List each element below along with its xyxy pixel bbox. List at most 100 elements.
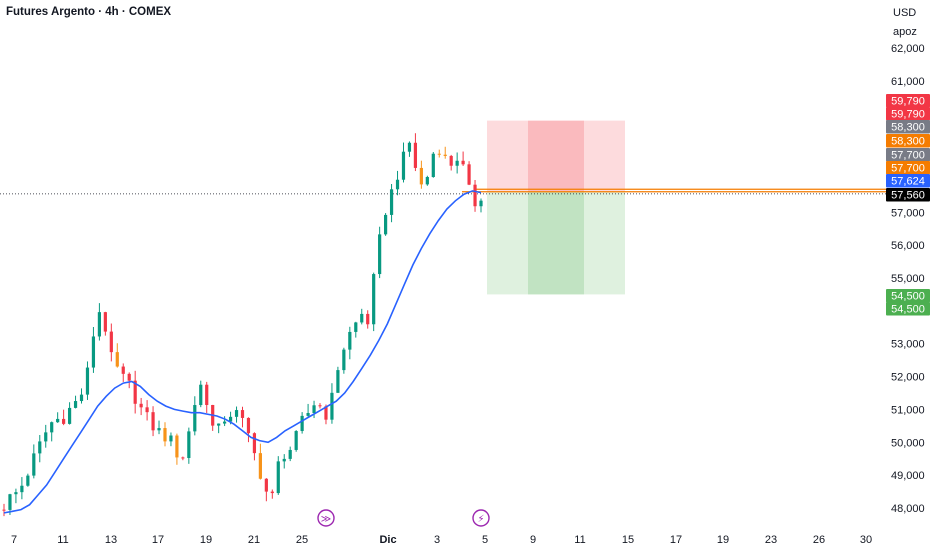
candle-body	[437, 153, 441, 155]
candle	[103, 311, 107, 336]
candle-body	[56, 418, 60, 423]
candle	[401, 142, 406, 183]
price-badge: 59,790	[886, 107, 930, 121]
x-axis: 7 11 13 17 19 21 25 Dic 3 5 9 11 15 17 19 23 26 30	[11, 534, 872, 546]
candle-body	[205, 384, 209, 405]
candle-body	[32, 453, 36, 476]
candle	[449, 154, 453, 171]
price-badge: 57,560	[886, 188, 930, 202]
candle	[67, 402, 72, 425]
candle-body	[312, 405, 316, 414]
x-tick-label: 17	[670, 534, 682, 546]
svg-text:57,700: 57,700	[891, 150, 925, 162]
candle-body	[401, 151, 406, 180]
candle	[133, 370, 137, 414]
candle-body	[181, 457, 185, 459]
candle	[169, 432, 173, 447]
stop-loss-zone-highlight	[528, 120, 584, 192]
svg-text:⚡: ⚡	[477, 514, 484, 525]
candle-body	[67, 407, 72, 424]
candle-body	[199, 384, 203, 406]
candle-body	[127, 373, 131, 381]
x-tick-label: Dic	[379, 534, 396, 546]
candle	[318, 403, 322, 409]
candle-body	[79, 394, 84, 402]
candle	[115, 343, 119, 368]
candle-body	[163, 428, 167, 442]
svg-text:57,560: 57,560	[891, 190, 925, 202]
candle-body	[479, 200, 483, 207]
candle	[157, 420, 161, 435]
x-tick-label: 5	[482, 534, 488, 546]
candle-body	[240, 410, 245, 418]
forward-icon[interactable]: ≫	[317, 509, 335, 527]
candle-body	[360, 313, 364, 323]
y-tick-label: 53,000	[891, 339, 925, 351]
price-badge: 58,300	[886, 134, 930, 148]
candles	[2, 133, 483, 517]
candle	[354, 321, 358, 338]
candle-body	[389, 189, 394, 215]
svg-text:58,300: 58,300	[891, 136, 925, 148]
candle	[473, 180, 477, 212]
svg-text:59,790: 59,790	[891, 109, 925, 121]
x-tick-label: 11	[574, 534, 585, 546]
x-tick-label: 25	[296, 534, 308, 546]
candle-body	[342, 349, 346, 371]
stop-loss-zone[interactable]	[487, 120, 625, 192]
svg-text:58,300: 58,300	[891, 122, 925, 134]
candle-body	[407, 142, 412, 152]
candle	[44, 424, 48, 448]
candle-body	[139, 403, 143, 408]
take-profit-zone[interactable]	[487, 191, 625, 295]
candle-body	[234, 410, 239, 417]
candle-body	[157, 428, 161, 431]
candle-body	[217, 423, 221, 426]
y-tick-label: 57,000	[891, 207, 925, 219]
candle-body	[282, 458, 286, 462]
candle-body	[395, 179, 400, 190]
candle	[395, 170, 400, 196]
candle	[175, 433, 179, 465]
candle-body	[419, 167, 423, 185]
candle	[360, 308, 364, 325]
candle	[211, 404, 215, 431]
candle	[205, 381, 209, 413]
candle	[252, 432, 257, 461]
candle	[479, 198, 483, 213]
lightning-icon[interactable]: ⚡	[472, 509, 490, 527]
candle-body	[318, 405, 322, 407]
moving-average-line	[3, 190, 482, 514]
candle	[199, 380, 203, 408]
position-zones	[487, 120, 625, 295]
candle	[342, 347, 346, 374]
price-badge: 57,624	[886, 174, 930, 188]
candle	[282, 454, 286, 469]
candle	[413, 133, 418, 172]
y-tick-label: 61,000	[891, 76, 925, 88]
candle	[431, 152, 435, 178]
y-tick-label: 48,000	[891, 503, 925, 515]
candle-body	[228, 416, 233, 422]
candle	[145, 400, 149, 421]
y-tick-label: 50,000	[891, 437, 925, 449]
candle-body	[73, 401, 78, 408]
candle	[378, 226, 382, 279]
candle-body	[103, 312, 107, 332]
y-tick-label: 55,000	[891, 273, 925, 285]
candle-body	[50, 422, 54, 433]
candle-body	[276, 461, 280, 494]
candle-body	[85, 367, 90, 395]
candle-body	[193, 405, 197, 432]
price-badge: 57,700	[886, 161, 930, 175]
price-badge: 54,500	[886, 302, 930, 316]
x-tick-label: 11	[57, 534, 68, 546]
currency-label[interactable]: USD	[893, 7, 917, 19]
y-tick-label: 56,000	[891, 240, 925, 252]
candle-body	[372, 274, 376, 325]
candle	[455, 152, 459, 174]
candle-body	[378, 234, 382, 275]
candle	[234, 406, 239, 423]
x-tick-label: 15	[622, 534, 634, 546]
